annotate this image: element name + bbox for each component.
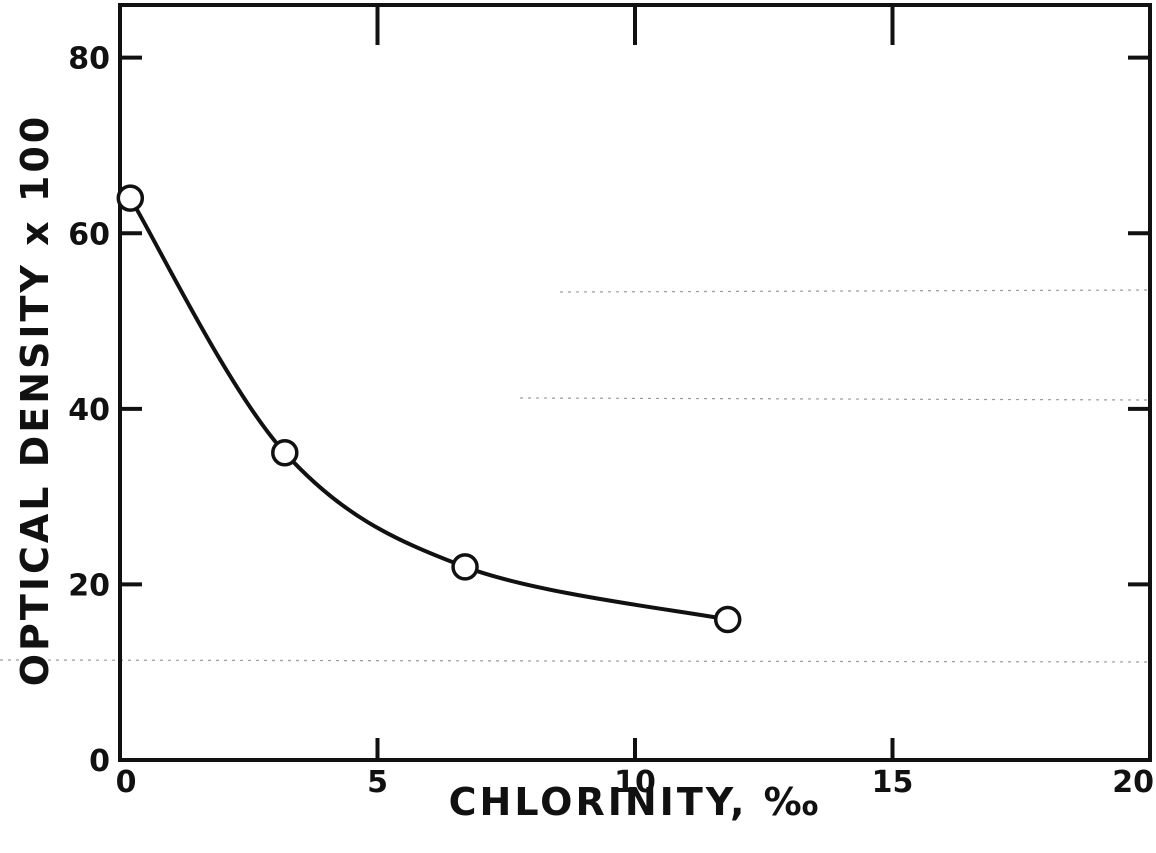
y-axis-title: OPTICAL DENSITY x 100	[13, 114, 57, 687]
y-axis-tick-labels: 0 20 40 60 80	[68, 42, 110, 779]
x-tick-label: 10	[614, 765, 656, 800]
y-tick-label: 40	[68, 393, 110, 428]
series-curve	[128, 197, 729, 622]
y-tick-label: 80	[68, 42, 110, 77]
series-markers	[116, 184, 742, 634]
y-tick-label: 60	[68, 217, 110, 252]
y-tick-label: 0	[89, 744, 110, 779]
y-tick-label: 20	[68, 568, 110, 603]
x-tick-label: 0	[116, 765, 137, 800]
data-point	[271, 438, 299, 467]
x-tick-label: 5	[367, 765, 388, 800]
data-point	[451, 553, 479, 581]
x-axis-tick-labels: 0 5 10 15 20	[116, 765, 1154, 800]
x-tick-label: 15	[872, 765, 914, 800]
data-point	[713, 605, 742, 634]
x-tick-label: 20	[1112, 765, 1154, 800]
plot-frame	[118, 3, 1152, 762]
axis-ticks	[120, 5, 1150, 760]
x-axis-title: CHLORINITY, ‰	[449, 780, 822, 824]
data-point	[116, 184, 145, 212]
scan-noise	[0, 289, 1151, 663]
